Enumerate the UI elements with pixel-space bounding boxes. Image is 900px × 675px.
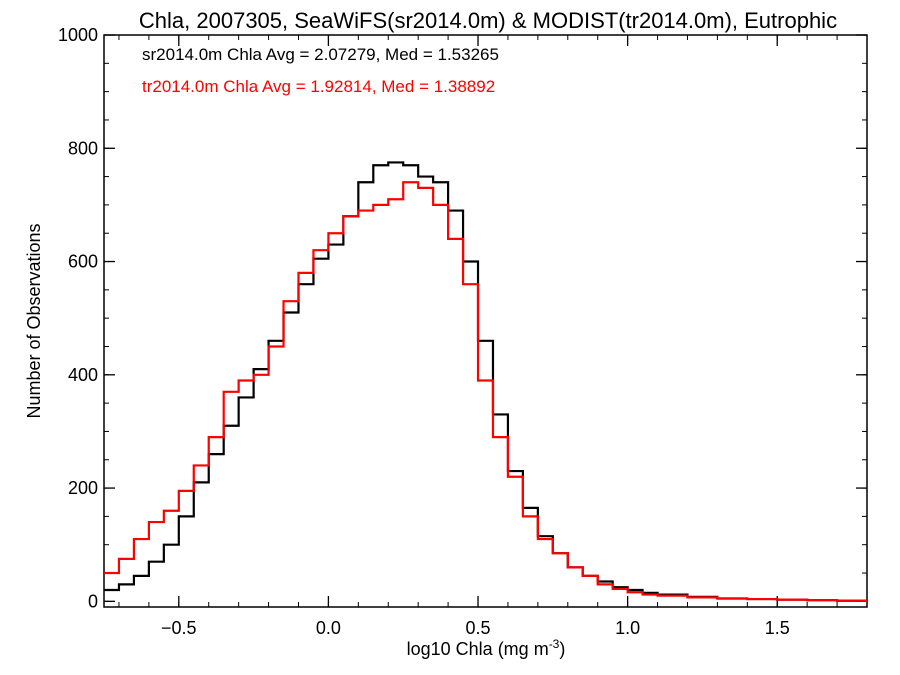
series-layer [104,161,867,602]
plot-frame [103,34,868,608]
x-tick-label: 1.0 [615,618,640,638]
annotation-black-series: sr2014.0m Chla Avg = 2.07279, Med = 1.53… [142,45,499,64]
y-tick-label: 1000 [58,25,98,45]
x-axis-title-close: ) [559,639,565,659]
x-axis-title-main: log10 Chla (mg m [407,639,549,659]
chart-title: Chla, 2007305, SeaWiFS(sr2014.0m) & MODI… [139,8,837,33]
x-axis-title: log10 Chla (mg m-3) [407,637,566,659]
x-axis-title-superscript: -3 [549,637,560,651]
y-tick-label: 600 [68,252,98,272]
axis-ticks: −0.5 0.0 0.5 1.0 1.5 0 200 400 600 800 1000 [58,25,868,638]
y-tick-label: 400 [68,365,98,385]
series-0-line [104,161,867,602]
y-tick-label: 200 [68,478,98,498]
y-tick-label: 0 [88,591,98,611]
annotation-red-series: tr2014.0m Chla Avg = 1.92814, Med = 1.38… [142,77,495,96]
x-tick-label: 0.5 [466,618,491,638]
y-axis-title: Number of Observations [24,223,44,418]
series-1-line [104,181,867,602]
x-tick-label: 0.0 [316,618,341,638]
x-tick-label: −0.5 [161,618,197,638]
y-tick-label: 800 [68,138,98,158]
x-tick-label: 1.5 [765,618,790,638]
